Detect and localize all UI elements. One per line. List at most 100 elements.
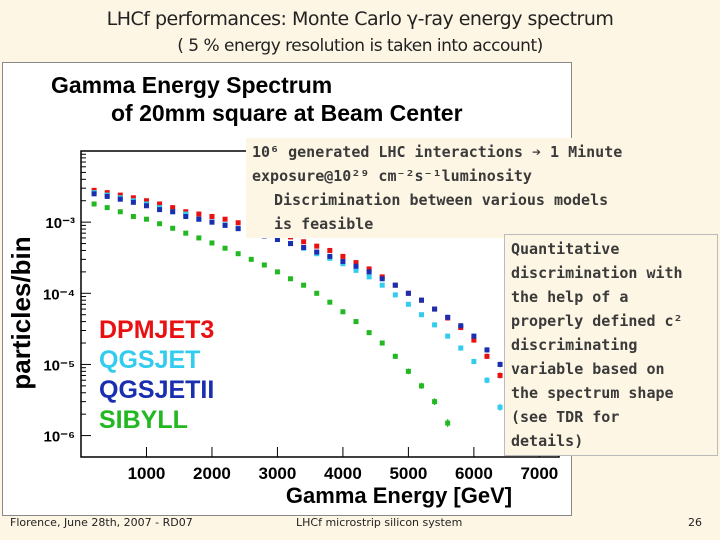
callout-summary-line: is feasible xyxy=(274,215,374,233)
data-point xyxy=(432,399,438,405)
data-point xyxy=(471,358,477,364)
x-tick-label: 7000 xyxy=(520,464,558,483)
data-point xyxy=(484,347,490,353)
legend-entry: QGSJETII xyxy=(99,376,214,404)
data-point xyxy=(301,239,307,245)
data-point xyxy=(209,219,215,225)
data-point xyxy=(392,282,398,288)
data-point xyxy=(497,372,503,378)
data-point xyxy=(157,221,163,227)
data-point xyxy=(196,216,202,222)
data-point xyxy=(418,297,424,303)
data-point xyxy=(353,319,359,325)
data-point xyxy=(235,226,241,232)
data-point xyxy=(91,191,97,197)
data-point xyxy=(222,216,228,222)
spectrum-chart: 1000 2000 3000 4000 5000 6000 7000 10⁻⁶ 10⁻⁵ 10⁻⁴… xyxy=(6,72,560,508)
data-point xyxy=(497,361,503,367)
data-point xyxy=(418,312,424,318)
data-point xyxy=(143,203,149,209)
chart-title-line1: Gamma Energy Spectrum xyxy=(51,72,332,98)
data-point xyxy=(392,292,398,298)
callout-discrimination: Quantitative discrimination with the hel… xyxy=(504,234,718,456)
data-point xyxy=(340,253,346,259)
x-tick-label: 4000 xyxy=(324,464,362,483)
callout-line: (see TDR for xyxy=(511,408,620,426)
x-tick-label: 3000 xyxy=(259,464,297,483)
data-point xyxy=(353,267,359,273)
data-point xyxy=(222,245,228,251)
data-point xyxy=(261,262,267,268)
data-point xyxy=(274,237,280,243)
data-point xyxy=(288,276,294,282)
data-point xyxy=(104,205,110,211)
data-point xyxy=(170,209,176,215)
callout-line: the spectrum shape xyxy=(511,384,674,402)
data-point xyxy=(366,274,372,280)
data-point xyxy=(366,269,372,275)
data-point xyxy=(196,235,202,241)
x-axis-label: Gamma Energy [GeV] xyxy=(286,483,512,508)
data-point xyxy=(183,214,189,220)
data-point xyxy=(222,222,228,228)
footer-topic: LHCf microstrip silicon system xyxy=(296,516,463,529)
data-point xyxy=(392,353,398,359)
data-point xyxy=(274,269,280,275)
slide-title: LHCf performances: Monte Carlo γ-ray ene… xyxy=(106,8,614,30)
data-point xyxy=(170,205,176,211)
data-point xyxy=(235,220,241,226)
data-point xyxy=(301,245,307,251)
data-point xyxy=(366,330,372,336)
plot-frame: 1000 2000 3000 4000 5000 6000 7000 10⁻⁶ 10⁻⁵ 10⁻⁴… xyxy=(2,62,572,516)
data-point xyxy=(405,368,411,374)
data-point xyxy=(366,266,372,272)
data-point xyxy=(209,214,215,220)
data-point xyxy=(209,240,215,246)
data-point xyxy=(301,282,307,288)
y-tick-label: 10⁻⁵ xyxy=(43,357,75,374)
x-tick-label: 6000 xyxy=(455,464,493,483)
data-point xyxy=(353,260,359,266)
callout-line: Quantitative xyxy=(511,240,620,258)
callout-line: discriminating xyxy=(511,336,638,354)
data-point xyxy=(143,216,149,222)
data-point xyxy=(484,353,490,359)
data-point xyxy=(458,323,464,329)
callout-line: the help of a xyxy=(511,288,629,306)
x-tick-label: 1000 xyxy=(128,464,166,483)
data-point xyxy=(130,199,136,205)
y-axis-label: particles/bin xyxy=(6,236,36,389)
data-point xyxy=(314,249,320,255)
data-point xyxy=(130,214,136,220)
data-point xyxy=(445,420,451,426)
data-point xyxy=(458,345,464,351)
data-point xyxy=(288,241,294,247)
data-point xyxy=(379,340,385,346)
callout-summary-line: Discrimination between various models xyxy=(274,191,609,209)
data-point xyxy=(327,299,333,305)
data-point xyxy=(248,256,254,262)
legend-entry: DPMJET3 xyxy=(99,316,214,344)
data-point xyxy=(104,193,110,199)
y-tick-label: 10⁻⁶ xyxy=(43,429,75,446)
data-point xyxy=(471,337,477,343)
callout-line: properly defined c² xyxy=(511,312,683,330)
y-tick-label: 10⁻⁴ xyxy=(43,286,75,303)
data-point xyxy=(405,290,411,296)
data-point xyxy=(497,404,503,410)
data-point xyxy=(235,251,241,257)
data-point xyxy=(327,247,333,253)
data-point xyxy=(314,243,320,249)
x-tick-label: 5000 xyxy=(389,464,427,483)
x-tick-label: 2000 xyxy=(193,464,231,483)
legend-entry: SIBYLL xyxy=(99,406,188,434)
page-number: 26 xyxy=(688,516,702,529)
data-point xyxy=(314,290,320,296)
y-tick-label: 10⁻³ xyxy=(45,215,75,232)
data-point xyxy=(379,276,385,282)
callout-summary: 10⁶ generated LHC interactions ➔ 1 Minut… xyxy=(246,138,674,238)
data-point xyxy=(327,253,333,259)
data-point xyxy=(445,333,451,339)
footer-event: Florence, June 28th, 2007 - RD07 xyxy=(10,516,193,529)
data-point xyxy=(157,207,163,213)
